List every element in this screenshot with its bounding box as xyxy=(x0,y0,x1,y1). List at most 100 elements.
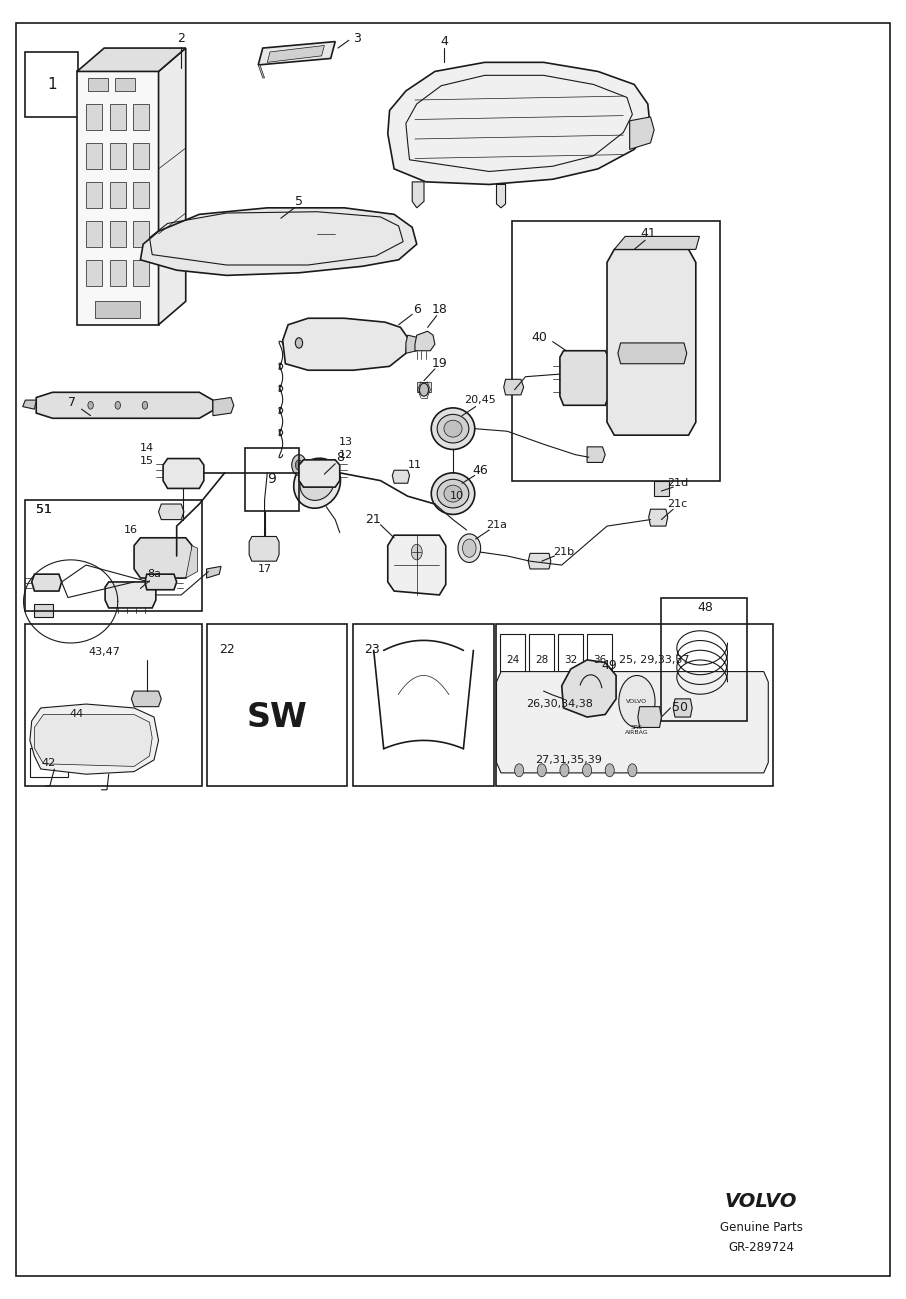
Circle shape xyxy=(628,764,637,777)
Text: 18: 18 xyxy=(431,303,448,316)
Polygon shape xyxy=(77,71,159,325)
Circle shape xyxy=(411,544,422,560)
Bar xyxy=(529,634,554,688)
Polygon shape xyxy=(159,48,186,325)
Circle shape xyxy=(560,764,569,777)
Polygon shape xyxy=(23,400,36,409)
Bar xyxy=(496,624,773,786)
Circle shape xyxy=(515,764,524,777)
Text: 28: 28 xyxy=(535,655,548,665)
Circle shape xyxy=(292,455,306,475)
Text: 26,30,34,38: 26,30,34,38 xyxy=(526,699,593,709)
Ellipse shape xyxy=(437,479,469,508)
Polygon shape xyxy=(607,249,696,435)
Bar xyxy=(353,624,494,786)
Polygon shape xyxy=(131,691,161,707)
Polygon shape xyxy=(186,546,198,578)
Text: 51: 51 xyxy=(36,503,53,516)
Text: SRS
AIRBAG: SRS AIRBAG xyxy=(625,725,649,735)
Text: 5: 5 xyxy=(295,195,303,208)
Polygon shape xyxy=(134,538,192,578)
Polygon shape xyxy=(654,481,669,496)
Polygon shape xyxy=(133,221,149,247)
Polygon shape xyxy=(412,182,424,208)
Text: 11: 11 xyxy=(408,460,422,470)
Text: 51: 51 xyxy=(36,503,53,516)
Polygon shape xyxy=(133,143,149,169)
Bar xyxy=(587,634,612,688)
Polygon shape xyxy=(110,260,126,286)
Polygon shape xyxy=(77,48,186,71)
Circle shape xyxy=(619,675,655,727)
Ellipse shape xyxy=(444,486,462,503)
Polygon shape xyxy=(417,382,431,392)
Text: 13: 13 xyxy=(339,436,353,447)
Text: 49: 49 xyxy=(601,659,617,672)
Text: 25, 29,33,37: 25, 29,33,37 xyxy=(619,655,689,665)
Polygon shape xyxy=(133,260,149,286)
Bar xyxy=(25,624,202,786)
Ellipse shape xyxy=(462,539,477,557)
Polygon shape xyxy=(30,704,159,774)
Text: 43,47: 43,47 xyxy=(88,647,120,657)
Text: 20,45: 20,45 xyxy=(464,395,496,405)
Text: 19: 19 xyxy=(431,357,448,370)
Circle shape xyxy=(537,764,546,777)
Polygon shape xyxy=(34,604,53,617)
Ellipse shape xyxy=(437,414,469,443)
Text: 6: 6 xyxy=(413,303,420,316)
Polygon shape xyxy=(528,553,551,569)
Bar xyxy=(25,52,78,117)
Polygon shape xyxy=(562,660,616,717)
Polygon shape xyxy=(105,582,156,608)
Polygon shape xyxy=(86,143,102,169)
Text: 44: 44 xyxy=(70,709,84,720)
Circle shape xyxy=(419,383,429,396)
Polygon shape xyxy=(32,574,62,591)
Text: 21: 21 xyxy=(365,513,381,526)
Polygon shape xyxy=(213,397,234,416)
Text: 21c: 21c xyxy=(668,499,688,509)
Bar xyxy=(500,634,525,688)
Text: GR-289724: GR-289724 xyxy=(728,1241,794,1254)
Ellipse shape xyxy=(444,421,462,436)
Bar xyxy=(207,624,347,786)
Polygon shape xyxy=(34,714,152,766)
Polygon shape xyxy=(86,182,102,208)
Text: 36: 36 xyxy=(593,655,606,665)
Circle shape xyxy=(583,764,592,777)
Polygon shape xyxy=(159,504,184,520)
Text: 3: 3 xyxy=(353,32,361,45)
Polygon shape xyxy=(415,331,435,351)
Polygon shape xyxy=(496,184,506,208)
Text: 12: 12 xyxy=(339,449,353,460)
Ellipse shape xyxy=(294,459,341,508)
Polygon shape xyxy=(673,699,692,717)
Polygon shape xyxy=(140,208,417,275)
Polygon shape xyxy=(587,447,605,462)
Polygon shape xyxy=(267,45,324,62)
Polygon shape xyxy=(249,536,279,561)
Text: 23: 23 xyxy=(364,643,380,656)
Polygon shape xyxy=(392,470,410,483)
Bar xyxy=(30,748,68,777)
Text: 4: 4 xyxy=(440,35,448,48)
Polygon shape xyxy=(86,221,102,247)
Text: 46: 46 xyxy=(472,464,488,477)
Ellipse shape xyxy=(431,473,475,514)
Ellipse shape xyxy=(431,408,475,449)
Text: SW: SW xyxy=(246,701,307,734)
Polygon shape xyxy=(638,707,661,727)
Polygon shape xyxy=(163,459,204,488)
Polygon shape xyxy=(435,487,449,500)
Polygon shape xyxy=(388,62,651,184)
Circle shape xyxy=(295,338,303,348)
Polygon shape xyxy=(630,117,654,149)
Text: 17: 17 xyxy=(257,564,272,574)
Text: 16: 16 xyxy=(124,525,138,535)
Polygon shape xyxy=(496,672,768,773)
Polygon shape xyxy=(388,535,446,595)
Polygon shape xyxy=(618,343,687,364)
Text: 14: 14 xyxy=(140,443,154,453)
Ellipse shape xyxy=(458,534,480,562)
